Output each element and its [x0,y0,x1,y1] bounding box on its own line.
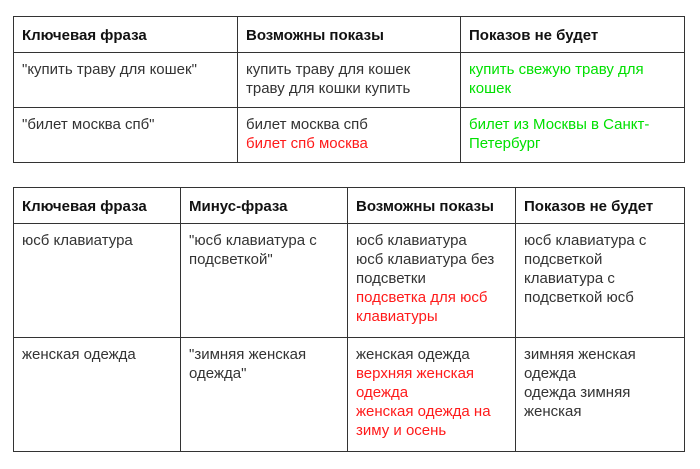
table-row: юсб клавиатура "юсб клавиатура с подсветк… [13,223,685,338]
table-cell: зимняя женская одежда одежда зимняя женск… [515,337,685,452]
header-row: Ключевая фраза Минус-фраза Возможны показы… [13,187,685,224]
column-header: Возможны показы [347,187,516,224]
table-cell: "зимняя женская одежда" [180,337,348,452]
table-cell: юсб клавиатура с подсветкой клавиатура с … [515,223,685,338]
header-row: Ключевая фраза Возможны показы Показов не … [13,16,685,53]
table-cell: "купить траву для кошек" [13,52,238,108]
cell-line: женская одежда [22,346,136,363]
cell-line: верхняя женская одежда [356,365,475,401]
cell-line: юсб клавиатура [356,232,467,249]
cell-line: клавиатура с подсветкой юсб [524,270,634,306]
table-cell: билет москва спб билет спб москва [237,107,461,163]
table-cell: женская одежда верхняя женская одежда женс… [347,337,516,452]
cell-line: зимняя женская одежда [524,346,636,382]
cell-line: "купить траву для кошек" [22,61,197,78]
column-header: Ключевая фраза [13,187,181,224]
cell-line: купить свежую траву для кошек [469,61,644,97]
cell-line: "зимняя женская одежда" [189,346,307,382]
cell-line: траву для кошки купить [246,80,411,97]
keyword-table-1: Ключевая фраза Возможны показы Показов не … [13,16,685,163]
table-cell: билет из Москвы в Санкт-Петербург [460,107,685,163]
cell-line: женская одежда на зиму и осень [356,403,491,439]
table-cell: купить траву для кошек траву для кошки ку… [237,52,461,108]
column-header: Возможны показы [237,16,461,53]
table-row: "билет москва спб" билет москва спб билет … [13,107,685,163]
column-header: Показов не будет [460,16,685,53]
cell-line: "билет москва спб" [22,116,155,133]
table-cell: "юсб клавиатура с подсветкой" [180,223,348,338]
table-cell: купить свежую траву для кошек [460,52,685,108]
cell-line: билет москва спб [246,116,368,133]
column-header: Минус-фраза [180,187,348,224]
cell-line: подсветка для юсб клавиатуры [356,289,488,325]
cell-line: "юсб клавиатура с подсветкой" [189,232,317,268]
column-header: Ключевая фраза [13,16,238,53]
cell-line: женская одежда [356,346,470,363]
table-row: женская одежда "зимняя женская одежда" жен… [13,337,685,452]
cell-line: юсб клавиатура без подсветки [356,251,495,287]
table-row: "купить траву для кошек" купить траву для… [13,52,685,108]
cell-line: билет спб москва [246,135,368,152]
column-header: Показов не будет [515,187,685,224]
keyword-table-2: Ключевая фраза Минус-фраза Возможны показы… [13,187,685,452]
cell-line: одежда зимняя женская [524,384,631,420]
table-cell: женская одежда [13,337,181,452]
table-cell: "билет москва спб" [13,107,238,163]
cell-line: юсб клавиатура [22,232,133,249]
cell-line: юсб клавиатура с подсветкой [524,232,647,268]
cell-line: билет из Москвы в Санкт-Петербург [469,116,650,152]
table-cell: юсб клавиатура [13,223,181,338]
table-cell: юсб клавиатура юсб клавиатура без подсвет… [347,223,516,338]
cell-line: купить траву для кошек [246,61,411,78]
